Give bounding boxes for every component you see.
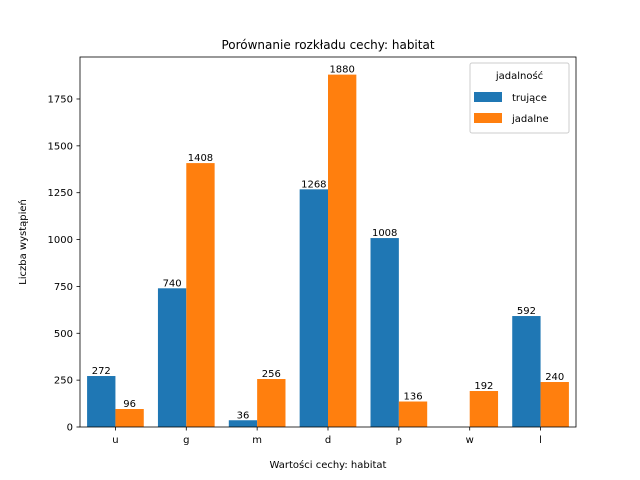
y-tick-label: 1250 [48, 188, 73, 199]
bar-1-l [540, 382, 569, 427]
x-tick-label: u [112, 435, 118, 446]
bar-0-p [370, 238, 399, 427]
y-tick-label: 1750 [48, 94, 73, 105]
legend-swatch-trujace [474, 92, 502, 102]
bar-0-m [228, 420, 258, 427]
bar-1-g [186, 163, 215, 427]
x-tick-label: p [396, 435, 402, 446]
data-label: 1008 [372, 228, 397, 239]
legend: jadalność trujące jadalne [469, 62, 570, 134]
bar-0-d [299, 189, 328, 427]
y-tick-label: 750 [54, 282, 73, 293]
chart-title: Porównanie rozkładu cechy: habitat [221, 38, 434, 52]
data-label: 740 [163, 278, 182, 289]
legend-label-jadalne: jadalne [511, 114, 549, 125]
y-tick-label: 250 [54, 376, 73, 387]
y-tick-label: 500 [54, 329, 73, 340]
data-label: 592 [517, 306, 536, 317]
plot-area: 0 250 500 750 1000 1250 1500 1750 272 740 36 1268 10… [48, 56, 577, 446]
data-label: 256 [262, 369, 281, 380]
data-label: 1880 [329, 65, 354, 76]
x-tick-label: l [539, 435, 542, 446]
y-tick-label: 0 [67, 423, 73, 434]
y-tick-label: 1000 [48, 235, 73, 246]
y-tick-label: 1500 [48, 141, 73, 152]
legend-label-trujace: trujące [512, 93, 547, 104]
x-tick-label: m [252, 435, 262, 446]
bar-1-u [115, 409, 144, 427]
x-tick-label: g [183, 435, 189, 446]
bar-0-u [87, 376, 116, 427]
data-label: 1408 [188, 153, 213, 164]
bar-0-g [157, 288, 187, 427]
axes-frame [79, 56, 577, 428]
bar-1-d [328, 74, 357, 427]
data-label: 136 [403, 392, 422, 403]
bar-1-m [257, 379, 286, 427]
data-label: 240 [545, 372, 564, 383]
y-axis-label: Liczba wystąpień [17, 199, 29, 285]
data-label: 192 [474, 381, 493, 392]
data-label: 96 [123, 399, 136, 410]
data-label: 36 [237, 410, 250, 421]
data-label: 272 [92, 366, 111, 377]
x-tick-label: d [325, 435, 331, 446]
legend-swatch-jadalne [474, 113, 502, 123]
x-tick-label: w [466, 435, 474, 446]
x-axis-label: Wartości cechy: habitat [270, 459, 387, 471]
legend-title: jadalność [495, 70, 543, 82]
data-label: 1268 [301, 179, 326, 190]
bar-1-p [398, 401, 428, 427]
bar-1-w [469, 391, 499, 427]
bar-0-l [512, 316, 541, 427]
